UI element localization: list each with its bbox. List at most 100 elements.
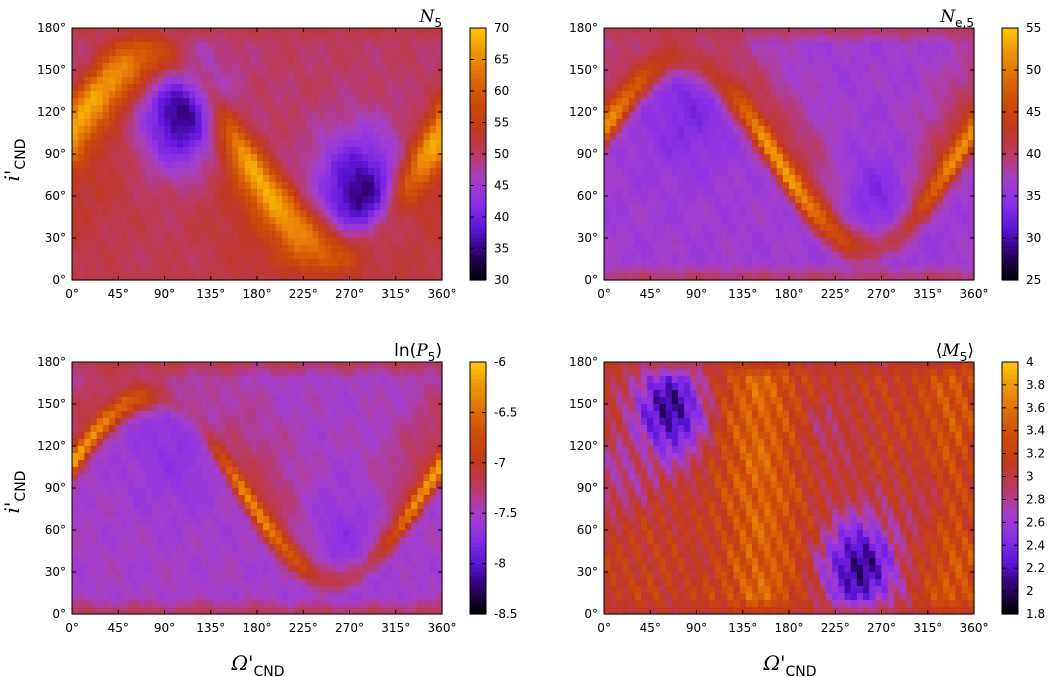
heatmap-cell	[912, 98, 920, 106]
heatmap-cell	[423, 224, 431, 232]
heatmap-cell	[776, 49, 784, 57]
heatmap-cell	[912, 91, 920, 99]
heatmap-cell	[324, 35, 332, 43]
heatmap-cell	[702, 70, 710, 78]
heatmap-cell	[423, 231, 431, 239]
heatmap-cell	[641, 168, 648, 176]
heatmap-cell	[380, 196, 388, 204]
heatmap-cell	[850, 175, 858, 183]
heatmap-cell	[807, 42, 815, 50]
heatmap-cell	[374, 154, 381, 162]
heatmap-cell	[257, 175, 264, 183]
heatmap-cell	[900, 77, 907, 85]
heatmap-cell	[337, 383, 344, 391]
colorbar-segment	[470, 208, 486, 214]
heatmap-cell	[801, 105, 809, 113]
heatmap-cell	[850, 196, 858, 204]
heatmap-cell	[733, 119, 741, 127]
heatmap-cell	[875, 112, 883, 120]
heatmap-cell	[189, 63, 196, 71]
heatmap-cell	[213, 126, 221, 134]
heatmap-cell	[819, 56, 827, 64]
heatmap-cell	[386, 154, 394, 162]
heatmap-cell	[844, 112, 852, 120]
heatmap-cell	[924, 189, 932, 197]
heatmap-cell	[764, 154, 772, 162]
heatmap-cell	[170, 77, 178, 85]
heatmap-cell	[170, 98, 178, 106]
heatmap-cell	[294, 63, 301, 71]
heatmap-cell	[349, 56, 357, 64]
heatmap-cell	[139, 56, 147, 64]
heatmap-cell	[244, 259, 252, 267]
heatmap-cell	[671, 28, 679, 36]
heatmap-cell	[918, 77, 926, 85]
heatmap-cell	[361, 210, 369, 218]
heatmap-cell	[782, 56, 790, 64]
heatmap-cell	[782, 147, 790, 155]
heatmap-cell	[250, 376, 258, 384]
heatmap-cell	[232, 175, 240, 183]
heatmap-cell	[269, 362, 277, 370]
heatmap-cell	[220, 231, 227, 239]
heatmap-cell	[158, 161, 166, 169]
heatmap-cell	[739, 91, 747, 99]
heatmap-cell	[875, 203, 883, 211]
heatmap-cell	[386, 119, 394, 127]
heatmap-cell	[337, 98, 344, 106]
y-tick-label: 30°	[45, 231, 66, 245]
heatmap-cell	[782, 126, 790, 134]
heatmap-cell	[838, 112, 846, 120]
heatmap-cell	[653, 210, 661, 218]
heatmap-cell	[263, 231, 270, 239]
heatmap-cell	[183, 154, 190, 162]
y-tick-label: 0°	[584, 273, 598, 287]
heatmap-cell	[745, 245, 753, 253]
heatmap-cell	[96, 56, 104, 64]
heatmap-cell	[207, 383, 215, 391]
heatmap-cell	[900, 245, 907, 253]
heatmap-cell	[647, 98, 654, 106]
heatmap-cell	[368, 133, 375, 141]
heatmap-cell	[281, 105, 289, 113]
heatmap-cell	[318, 182, 326, 190]
heatmap-cell	[850, 91, 858, 99]
heatmap-cell	[386, 175, 394, 183]
heatmap-cell	[819, 266, 827, 274]
heatmap-cell	[696, 203, 704, 211]
x-tick-label: 270°	[335, 287, 364, 301]
heatmap-cell	[684, 245, 691, 253]
heatmap-cell	[324, 84, 332, 92]
heatmap-cell	[306, 63, 314, 71]
heatmap-cell	[610, 49, 617, 57]
heatmap-cell	[906, 28, 913, 36]
heatmap-cell	[665, 133, 673, 141]
heatmap-cell	[386, 238, 394, 246]
heatmap-cell	[115, 252, 122, 260]
heatmap-cell	[392, 376, 400, 384]
heatmap-cell	[368, 105, 375, 113]
heatmap-cell	[164, 376, 172, 384]
heatmap-cell	[961, 238, 969, 246]
heatmap-cell	[647, 84, 654, 92]
heatmap-cell	[312, 266, 320, 274]
heatmap-cell	[170, 397, 178, 405]
colorbar-segment	[470, 183, 486, 189]
heatmap-cell	[189, 369, 196, 377]
heatmap-cell	[875, 266, 883, 274]
heatmap-cell	[727, 196, 735, 204]
heatmap-cell	[263, 112, 270, 120]
heatmap-cell	[937, 175, 944, 183]
heatmap-cell	[435, 259, 443, 267]
heatmap-cell	[294, 112, 301, 120]
heatmap-cell	[665, 70, 673, 78]
heatmap-cell	[102, 77, 110, 85]
heatmap-cell	[702, 84, 710, 92]
heatmap-cell	[207, 175, 215, 183]
heatmap-cell	[758, 231, 765, 239]
heatmap-cell	[429, 147, 437, 155]
heatmap-cell	[244, 369, 252, 377]
heatmap-cell	[392, 266, 400, 274]
heatmap-cell	[776, 63, 784, 71]
heatmap-cell	[949, 196, 957, 204]
